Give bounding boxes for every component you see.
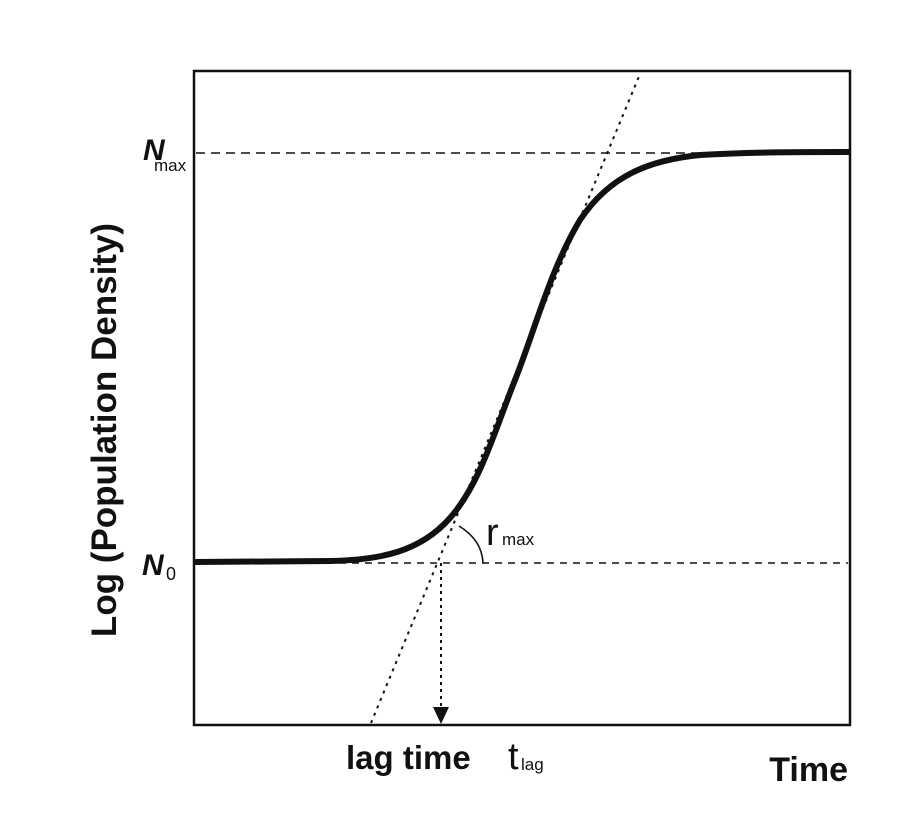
n-zero-subscript: 0 xyxy=(166,564,176,584)
y-axis-label: Log (Population Density) xyxy=(85,223,124,637)
r-max-symbol: r xyxy=(486,512,499,554)
tangent-line xyxy=(370,73,641,724)
n-max-label: Nmax xyxy=(143,134,187,175)
n-zero-symbol: N xyxy=(142,549,165,582)
lag-time-text: lag time xyxy=(346,739,471,776)
n-max-subscript: max xyxy=(154,156,187,175)
growth-curve xyxy=(193,149,851,565)
lag-time-label: lag time t lag xyxy=(346,736,544,778)
lag-time-subscript: lag xyxy=(521,755,544,774)
lag-time-arrowhead xyxy=(433,707,449,724)
r-max-label: r max xyxy=(486,512,535,554)
r-max-subscript: max xyxy=(502,530,535,549)
r-max-angle-arc xyxy=(458,525,484,564)
plot-frame xyxy=(192,69,852,727)
lag-time-symbol: t xyxy=(508,736,519,778)
n-max-symbol: N xyxy=(143,134,166,167)
x-axis-label: Time xyxy=(769,751,848,789)
